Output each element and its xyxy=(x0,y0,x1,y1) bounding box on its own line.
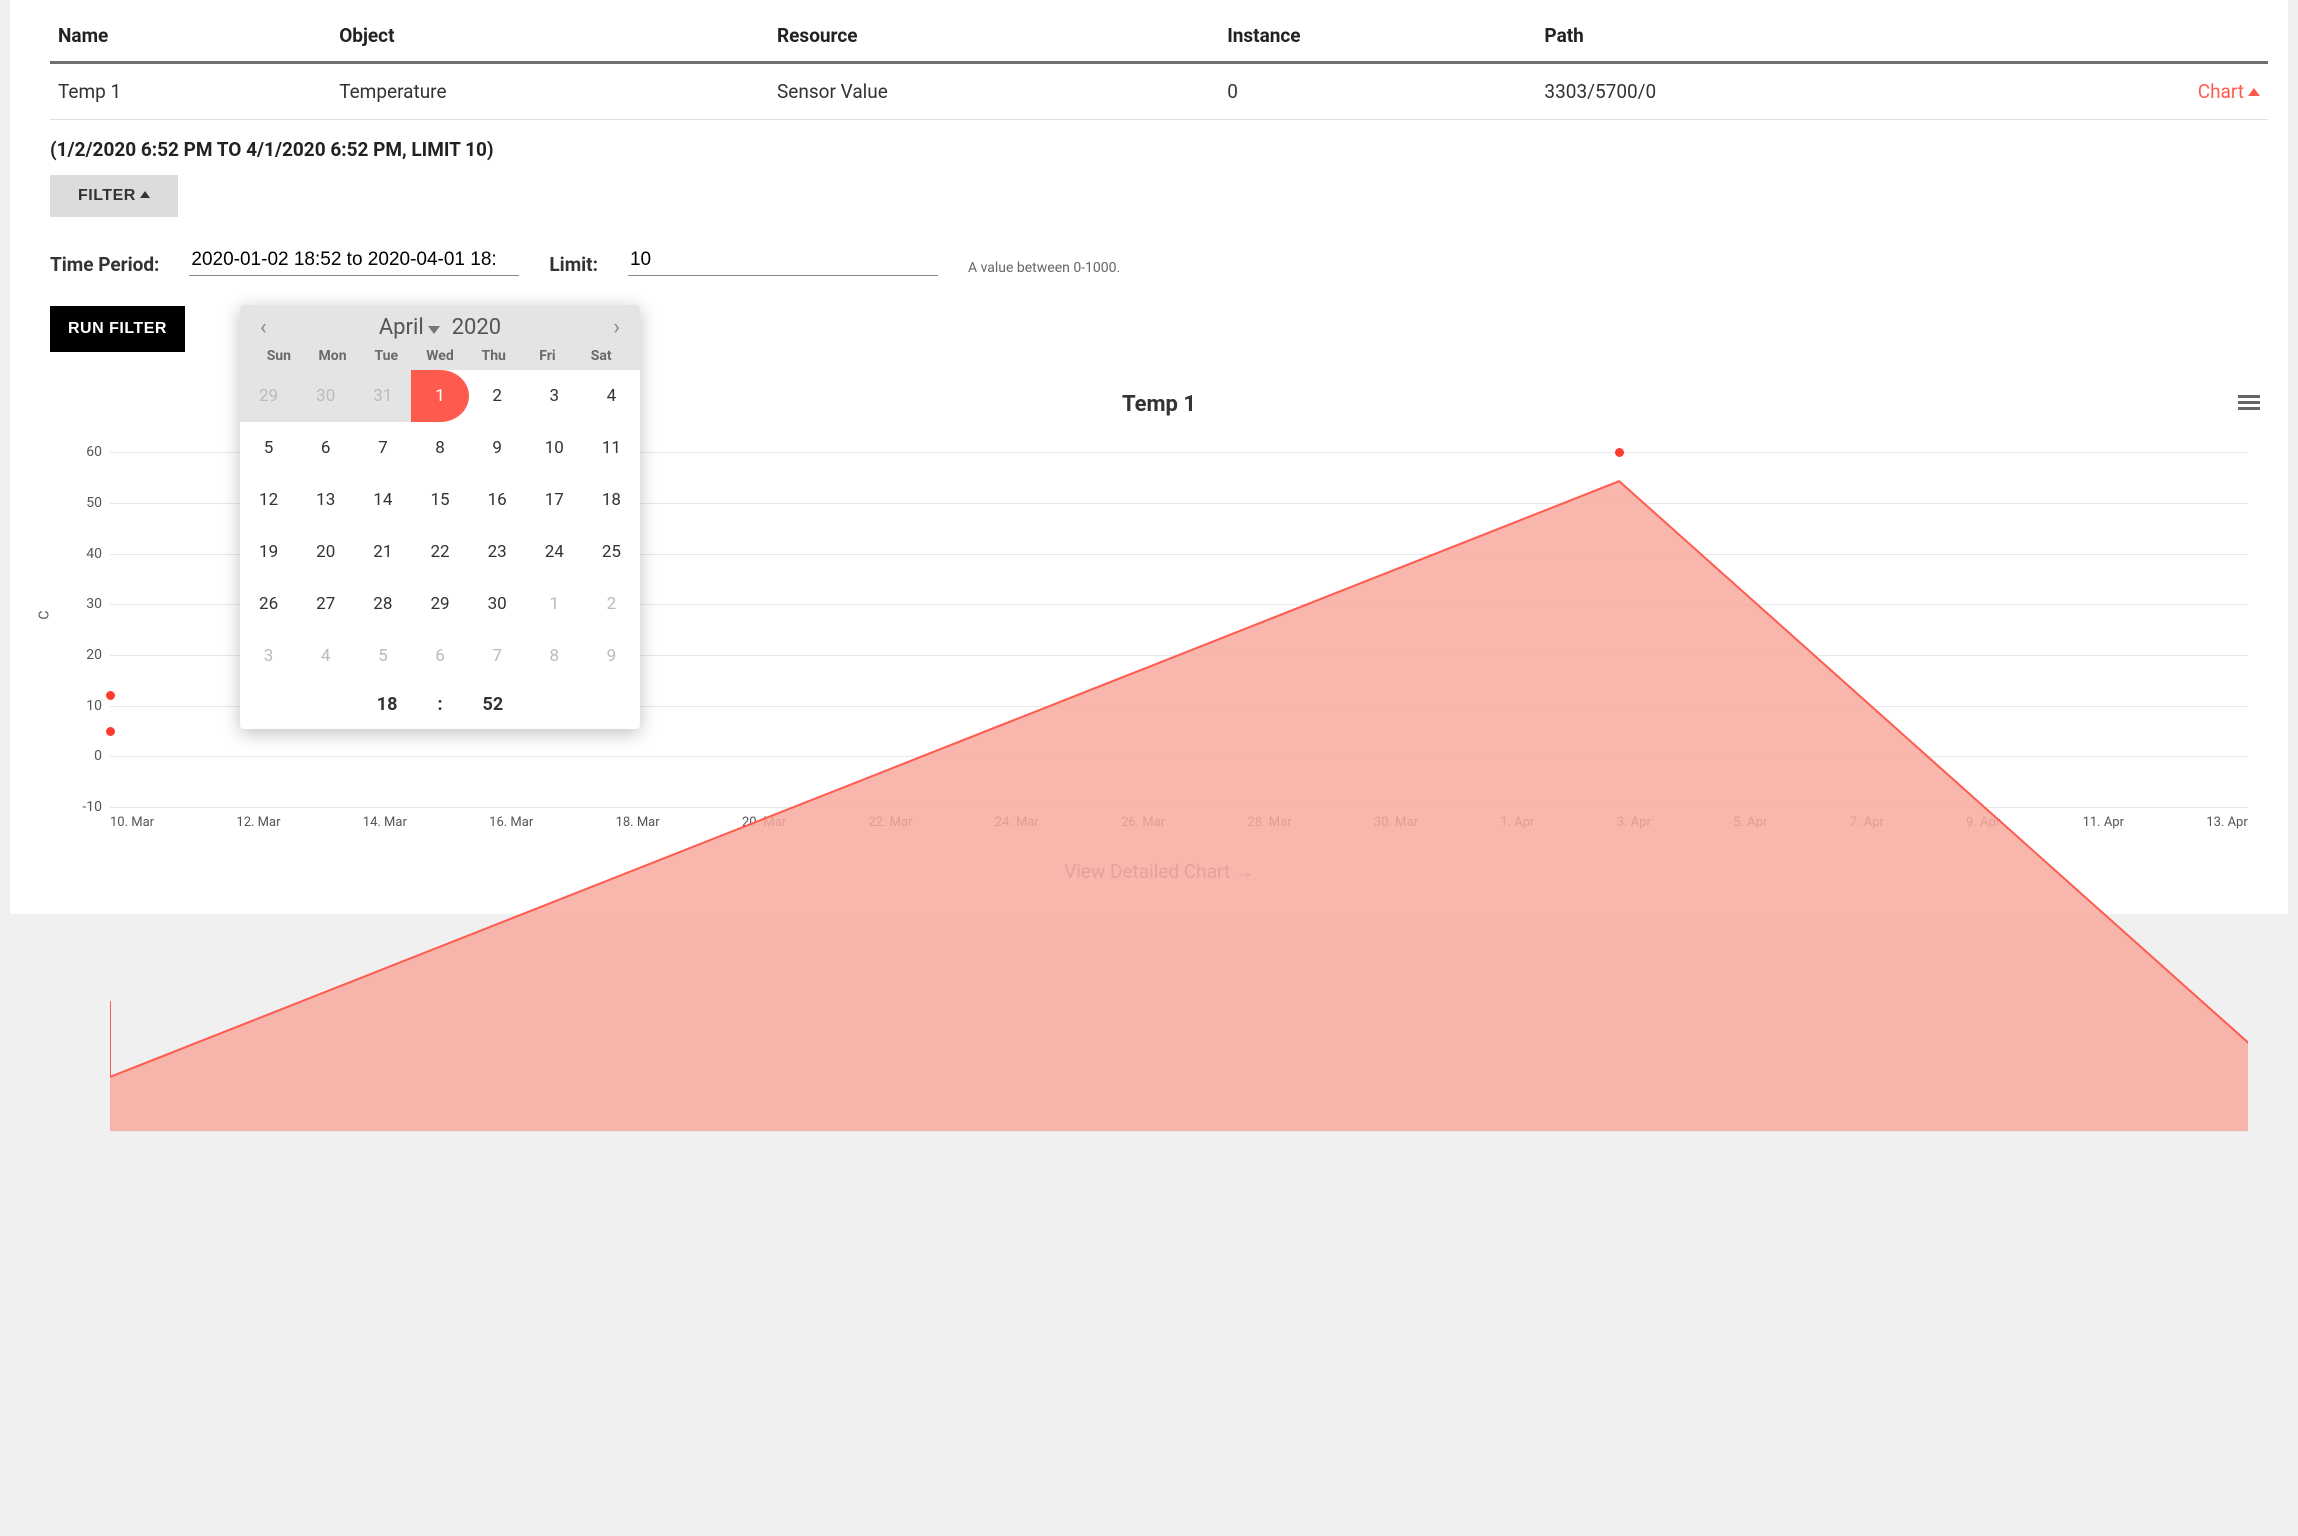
time-period-label: Time Period: xyxy=(50,253,159,276)
calendar-day[interactable]: 8 xyxy=(526,630,583,682)
time-minute[interactable]: 52 xyxy=(483,694,504,715)
y-tick-label: 20 xyxy=(66,647,102,663)
calendar-day[interactable]: 9 xyxy=(583,630,640,682)
calendar-day[interactable]: 4 xyxy=(297,630,354,682)
table-header: Path xyxy=(1536,10,1990,63)
cell-object: Temperature xyxy=(331,63,769,120)
chart-marker xyxy=(106,727,115,736)
dow-label: Wed xyxy=(413,348,467,364)
calendar-day[interactable]: 13 xyxy=(297,474,354,526)
table-header xyxy=(1990,10,2268,63)
calendar-day[interactable]: 10 xyxy=(526,422,583,474)
calendar-day[interactable]: 27 xyxy=(297,578,354,630)
chevron-up-icon xyxy=(140,191,150,198)
table-header: Name xyxy=(50,10,331,63)
calendar-day[interactable]: 29 xyxy=(411,578,468,630)
y-tick-label: 50 xyxy=(66,495,102,511)
limit-hint: A value between 0-1000. xyxy=(968,260,1120,276)
limit-input[interactable] xyxy=(628,245,938,276)
prev-month-button[interactable]: ‹ xyxy=(252,315,275,340)
calendar-day[interactable]: 20 xyxy=(297,526,354,578)
calendar-day[interactable]: 1 xyxy=(411,370,468,422)
calendar-day[interactable]: 12 xyxy=(240,474,297,526)
calendar-day[interactable]: 3 xyxy=(240,630,297,682)
month-select[interactable]: April xyxy=(379,315,440,340)
table-header: Instance xyxy=(1219,10,1536,63)
y-axis-title: C xyxy=(37,610,53,619)
y-tick-label: -10 xyxy=(66,799,102,815)
calendar-day[interactable]: 1 xyxy=(526,578,583,630)
next-month-button[interactable]: › xyxy=(605,315,628,340)
y-tick-label: 40 xyxy=(66,546,102,562)
date-picker: ‹ April 2020 › SunMonTueWedThuFriSat 293… xyxy=(240,305,640,729)
cell-path: 3303/5700/0 xyxy=(1536,63,1990,120)
calendar-day[interactable]: 2 xyxy=(469,370,526,422)
calendar-day[interactable]: 30 xyxy=(469,578,526,630)
calendar-day[interactable]: 7 xyxy=(354,422,411,474)
year-label[interactable]: 2020 xyxy=(452,315,501,340)
calendar-day[interactable]: 24 xyxy=(526,526,583,578)
calendar-day[interactable]: 22 xyxy=(411,526,468,578)
calendar-day[interactable]: 25 xyxy=(583,526,640,578)
dow-label: Tue xyxy=(359,348,413,364)
calendar-day[interactable]: 31 xyxy=(354,370,411,422)
calendar-day[interactable]: 6 xyxy=(411,630,468,682)
calendar-day[interactable]: 15 xyxy=(411,474,468,526)
resource-table: NameObjectResourceInstancePath Temp 1 Te… xyxy=(50,10,2268,120)
calendar-day[interactable]: 26 xyxy=(240,578,297,630)
chevron-down-icon xyxy=(428,326,440,334)
dow-label: Mon xyxy=(306,348,360,364)
dow-label: Sat xyxy=(574,348,628,364)
y-tick-label: 30 xyxy=(66,596,102,612)
calendar-day[interactable]: 30 xyxy=(297,370,354,422)
cell-name: Temp 1 xyxy=(50,63,331,120)
calendar-day[interactable]: 9 xyxy=(469,422,526,474)
calendar-day[interactable]: 5 xyxy=(240,422,297,474)
y-tick-label: 10 xyxy=(66,698,102,714)
calendar-day[interactable]: 3 xyxy=(526,370,583,422)
cell-resource: Sensor Value xyxy=(769,63,1219,120)
time-period-input[interactable] xyxy=(189,245,519,276)
chart-marker xyxy=(106,691,115,700)
calendar-day[interactable]: 6 xyxy=(297,422,354,474)
y-tick-label: 60 xyxy=(66,444,102,460)
time-colon: : xyxy=(437,694,442,715)
chart-marker xyxy=(1615,448,1624,457)
calendar-day[interactable]: 29 xyxy=(240,370,297,422)
calendar-day[interactable]: 16 xyxy=(469,474,526,526)
calendar-day[interactable]: 4 xyxy=(583,370,640,422)
calendar-day[interactable]: 2 xyxy=(583,578,640,630)
time-hour[interactable]: 18 xyxy=(377,694,398,715)
calendar-day[interactable]: 8 xyxy=(411,422,468,474)
calendar-day[interactable]: 21 xyxy=(354,526,411,578)
dow-label: Fri xyxy=(521,348,575,364)
calendar-day[interactable]: 17 xyxy=(526,474,583,526)
dow-label: Thu xyxy=(467,348,521,364)
calendar-day[interactable]: 5 xyxy=(354,630,411,682)
calendar-day[interactable]: 14 xyxy=(354,474,411,526)
cell-instance: 0 xyxy=(1219,63,1536,120)
run-filter-button[interactable]: RUN FILTER xyxy=(50,306,185,352)
calendar-day[interactable]: 28 xyxy=(354,578,411,630)
calendar-day[interactable]: 23 xyxy=(469,526,526,578)
calendar-day[interactable]: 19 xyxy=(240,526,297,578)
table-header: Resource xyxy=(769,10,1219,63)
calendar-day[interactable]: 7 xyxy=(469,630,526,682)
chart-expand-link[interactable]: Chart xyxy=(1990,63,2268,120)
table-header: Object xyxy=(331,10,769,63)
range-summary: (1/2/2020 6:52 PM TO 4/1/2020 6:52 PM, L… xyxy=(50,138,2268,161)
dow-label: Sun xyxy=(252,348,306,364)
filter-button[interactable]: FILTER xyxy=(50,175,178,217)
chart-menu-button[interactable] xyxy=(2238,392,2260,413)
chevron-up-icon xyxy=(2248,88,2260,96)
calendar-day[interactable]: 11 xyxy=(583,422,640,474)
calendar-day[interactable]: 18 xyxy=(583,474,640,526)
limit-label: Limit: xyxy=(549,253,598,276)
y-tick-label: 0 xyxy=(66,748,102,764)
